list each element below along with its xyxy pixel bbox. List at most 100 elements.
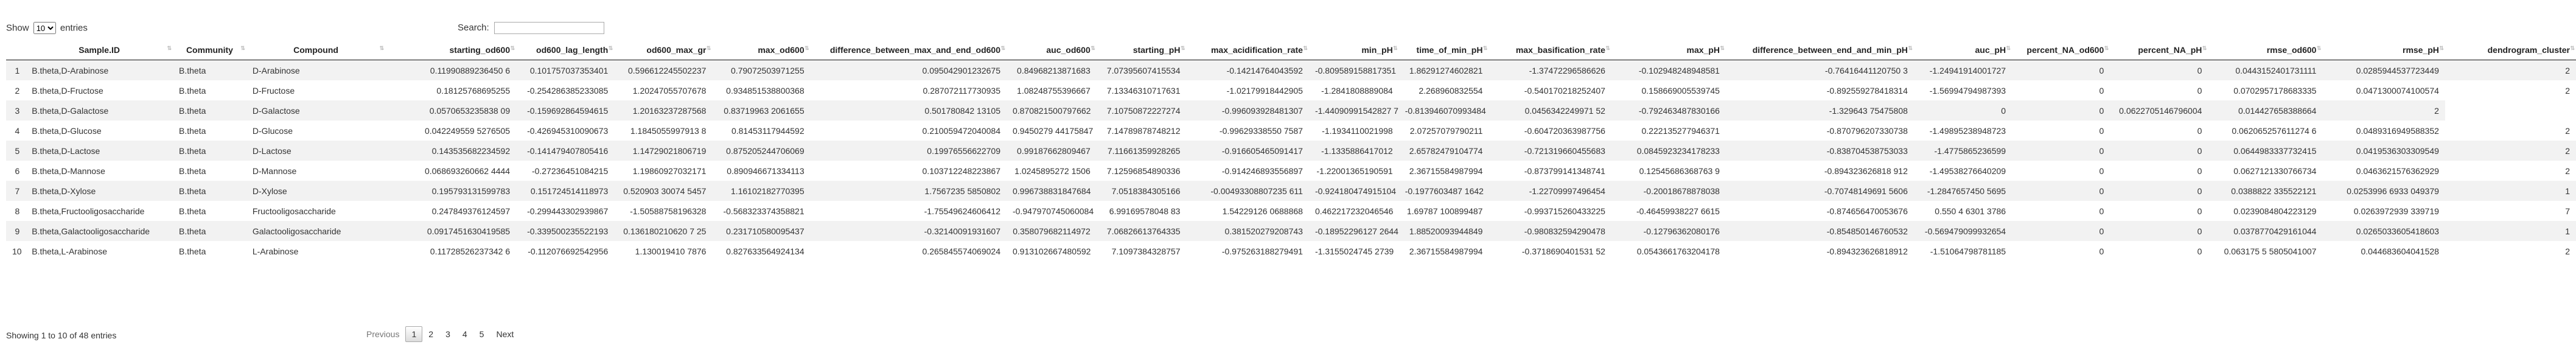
table-cell: B.theta,D-Fructose bbox=[26, 80, 173, 100]
table-cell: B.theta bbox=[173, 161, 246, 181]
table-cell: -0.99629338550 7587 bbox=[1186, 121, 1309, 141]
column-header[interactable]: auc_pH ⇅ bbox=[1913, 40, 2012, 60]
page-button[interactable]: 1 bbox=[405, 326, 423, 342]
table-cell: 0.9450279 44175847 bbox=[1006, 121, 1097, 141]
table-cell: B.theta bbox=[173, 121, 246, 141]
table-cell: -0.141479407805416 bbox=[516, 141, 615, 161]
table-cell: 7.10750872227274 bbox=[1096, 100, 1187, 121]
column-header[interactable]: od600_lag_length ⇅ bbox=[516, 40, 615, 60]
column-header[interactable]: od600_max_gr ⇅ bbox=[614, 40, 713, 60]
table-cell: 0.358079682114972 bbox=[1006, 221, 1097, 241]
table-cell: 1.20163237287568 bbox=[614, 100, 713, 121]
table-cell: -0.809589158817351 bbox=[1308, 60, 1399, 80]
table-row: 2 B.theta,D-Fructose B.theta D-Fructose 0.18… bbox=[6, 80, 2576, 100]
column-header[interactable]: Sample.ID ⇅ bbox=[26, 40, 173, 60]
table-cell: 0.0456342249971 52 bbox=[1489, 100, 1611, 121]
table-cell: 7.07395607415534 bbox=[1096, 60, 1187, 80]
table-cell: -1.50588758196328 bbox=[614, 201, 713, 221]
table-cell: 0 bbox=[2012, 201, 2110, 221]
table-cell: -0.874656470053676 bbox=[1725, 201, 1914, 221]
table-cell: -0.873799141348741 bbox=[1489, 161, 1611, 181]
table-row: 10 B.theta,L-Arabinose B.theta L-Arabinose 0… bbox=[6, 241, 2576, 261]
table-cell: 4 bbox=[6, 121, 26, 141]
table-cell: 0.934851538800368 bbox=[712, 80, 811, 100]
table-cell: 0.550 4 6301 3786 bbox=[1913, 201, 2012, 221]
table-cell: -0.894323626818912 bbox=[1725, 241, 1914, 261]
table-cell: 0.0622705146796004 bbox=[2110, 100, 2208, 121]
table-cell: 0.913102667480592 bbox=[1006, 241, 1097, 261]
page-button[interactable]: 3 bbox=[445, 329, 450, 339]
sort-icon: ⇅ bbox=[2006, 45, 2011, 51]
table-cell: -0.76416441120750 3 bbox=[1725, 60, 1914, 80]
table-cell: -0.975263188279491 bbox=[1186, 241, 1309, 261]
table-cell: 0.265845574069024 bbox=[810, 241, 1007, 261]
page-button[interactable]: 4 bbox=[462, 329, 467, 339]
table-cell: -0.604720363987756 bbox=[1489, 121, 1611, 141]
column-header[interactable]: rmse_od600 ⇅ bbox=[2208, 40, 2323, 60]
column-header[interactable]: difference_between_max_and_end_od600 ⇅ bbox=[810, 40, 1007, 60]
table-cell: 0 bbox=[2012, 181, 2110, 201]
table-cell: B.theta,Galactooligosaccharide bbox=[26, 221, 173, 241]
table-cell: 0.12545686368763 9 bbox=[1611, 161, 1726, 181]
search-input[interactable] bbox=[494, 22, 604, 34]
table-cell: 2 bbox=[2445, 80, 2576, 100]
table-cell: 0.222135277946371 bbox=[1611, 121, 1726, 141]
column-header[interactable]: dendrogram_cluster ⇅ bbox=[2445, 40, 2576, 60]
table-row: 8 B.theta,Fructooligosaccharide B.theta Fru… bbox=[6, 201, 2576, 221]
table-cell: -0.32140091931607 bbox=[810, 221, 1007, 241]
column-header[interactable]: difference_between_end_and_min_pH ⇅ bbox=[1725, 40, 1914, 60]
column-header[interactable]: rmse_pH ⇅ bbox=[2322, 40, 2445, 60]
table-cell: 0 bbox=[2012, 141, 2110, 161]
table-cell: -0.993715260433225 bbox=[1489, 201, 1611, 221]
table-cell: B.theta bbox=[173, 221, 246, 241]
table-cell: B.theta bbox=[173, 60, 246, 80]
page-button[interactable]: 2 bbox=[428, 329, 434, 339]
table-cell: -0.792463487830166 bbox=[1611, 100, 1726, 121]
page-button[interactable]: 5 bbox=[479, 329, 484, 339]
table-cell: B.theta bbox=[173, 241, 246, 261]
table-cell: 7.1097384328757 bbox=[1096, 241, 1187, 261]
column-header[interactable]: starting_pH ⇅ bbox=[1096, 40, 1187, 60]
column-header[interactable]: max_acidification_rate ⇅ bbox=[1186, 40, 1309, 60]
table-cell: -0.00493308807235 611 bbox=[1186, 181, 1309, 201]
table-cell: 7.06826613764335 bbox=[1096, 221, 1187, 241]
table-cell: 0.063175 5 5805041007 bbox=[2208, 241, 2323, 261]
table-cell: 0 bbox=[2110, 241, 2208, 261]
column-header[interactable]: max_od600 ⇅ bbox=[712, 40, 811, 60]
next-page-button[interactable]: Next bbox=[496, 329, 514, 339]
table-cell: 0 bbox=[2110, 141, 2208, 161]
table-cell: B.theta,Fructooligosaccharide bbox=[26, 201, 173, 221]
column-header[interactable]: percent_NA_pH ⇅ bbox=[2110, 40, 2208, 60]
table-cell: 0.068693260662 4444 bbox=[385, 161, 517, 181]
table-cell: -1.49895238948723 bbox=[1913, 121, 2012, 141]
column-header[interactable]: max_basification_rate ⇅ bbox=[1489, 40, 1611, 60]
sort-icon: ⇅ bbox=[1000, 45, 1005, 51]
table-cell: 1.1845055997913 8 bbox=[614, 121, 713, 141]
table-cell: 5 bbox=[6, 141, 26, 161]
table-cell: 0 bbox=[2110, 181, 2208, 201]
column-header[interactable]: Community ⇅ bbox=[173, 40, 246, 60]
table-cell: -0.924180474915104 bbox=[1308, 181, 1399, 201]
table-cell: 1.19860927032171 bbox=[614, 161, 713, 181]
table-cell: 2 bbox=[2322, 100, 2445, 121]
table-cell: -0.27236451084215 bbox=[516, 161, 615, 181]
table-cell: 0.0285944537723449 bbox=[2322, 60, 2445, 80]
entries-select[interactable]: 10 bbox=[33, 22, 56, 34]
previous-page-button[interactable]: Previous bbox=[366, 329, 400, 339]
sort-icon: ⇅ bbox=[1482, 45, 1488, 51]
table-cell: -0.892559278418314 bbox=[1725, 80, 1914, 100]
column-header[interactable]: min_pH ⇅ bbox=[1308, 40, 1399, 60]
column-header[interactable]: auc_od600 ⇅ bbox=[1006, 40, 1097, 60]
table-cell: -0.540170218252407 bbox=[1489, 80, 1611, 100]
sort-icon: ⇅ bbox=[608, 45, 613, 51]
table-cell: D-Mannose bbox=[246, 161, 386, 181]
column-header[interactable]: Compound ⇅ bbox=[246, 40, 386, 60]
table-cell: -1.37472296586626 bbox=[1489, 60, 1611, 80]
column-header[interactable]: time_of_min_pH ⇅ bbox=[1398, 40, 1489, 60]
column-header[interactable]: starting_od600 ⇅ bbox=[385, 40, 517, 60]
table-header-row: Sample.ID ⇅ Community ⇅ Compound ⇅ starting_od… bbox=[6, 40, 2576, 60]
column-header[interactable]: percent_NA_od600 ⇅ bbox=[2012, 40, 2110, 60]
table-cell: 1.0245895272 1506 bbox=[1006, 161, 1097, 181]
table-cell: 0 bbox=[2110, 161, 2208, 181]
column-header[interactable]: max_pH ⇅ bbox=[1611, 40, 1726, 60]
